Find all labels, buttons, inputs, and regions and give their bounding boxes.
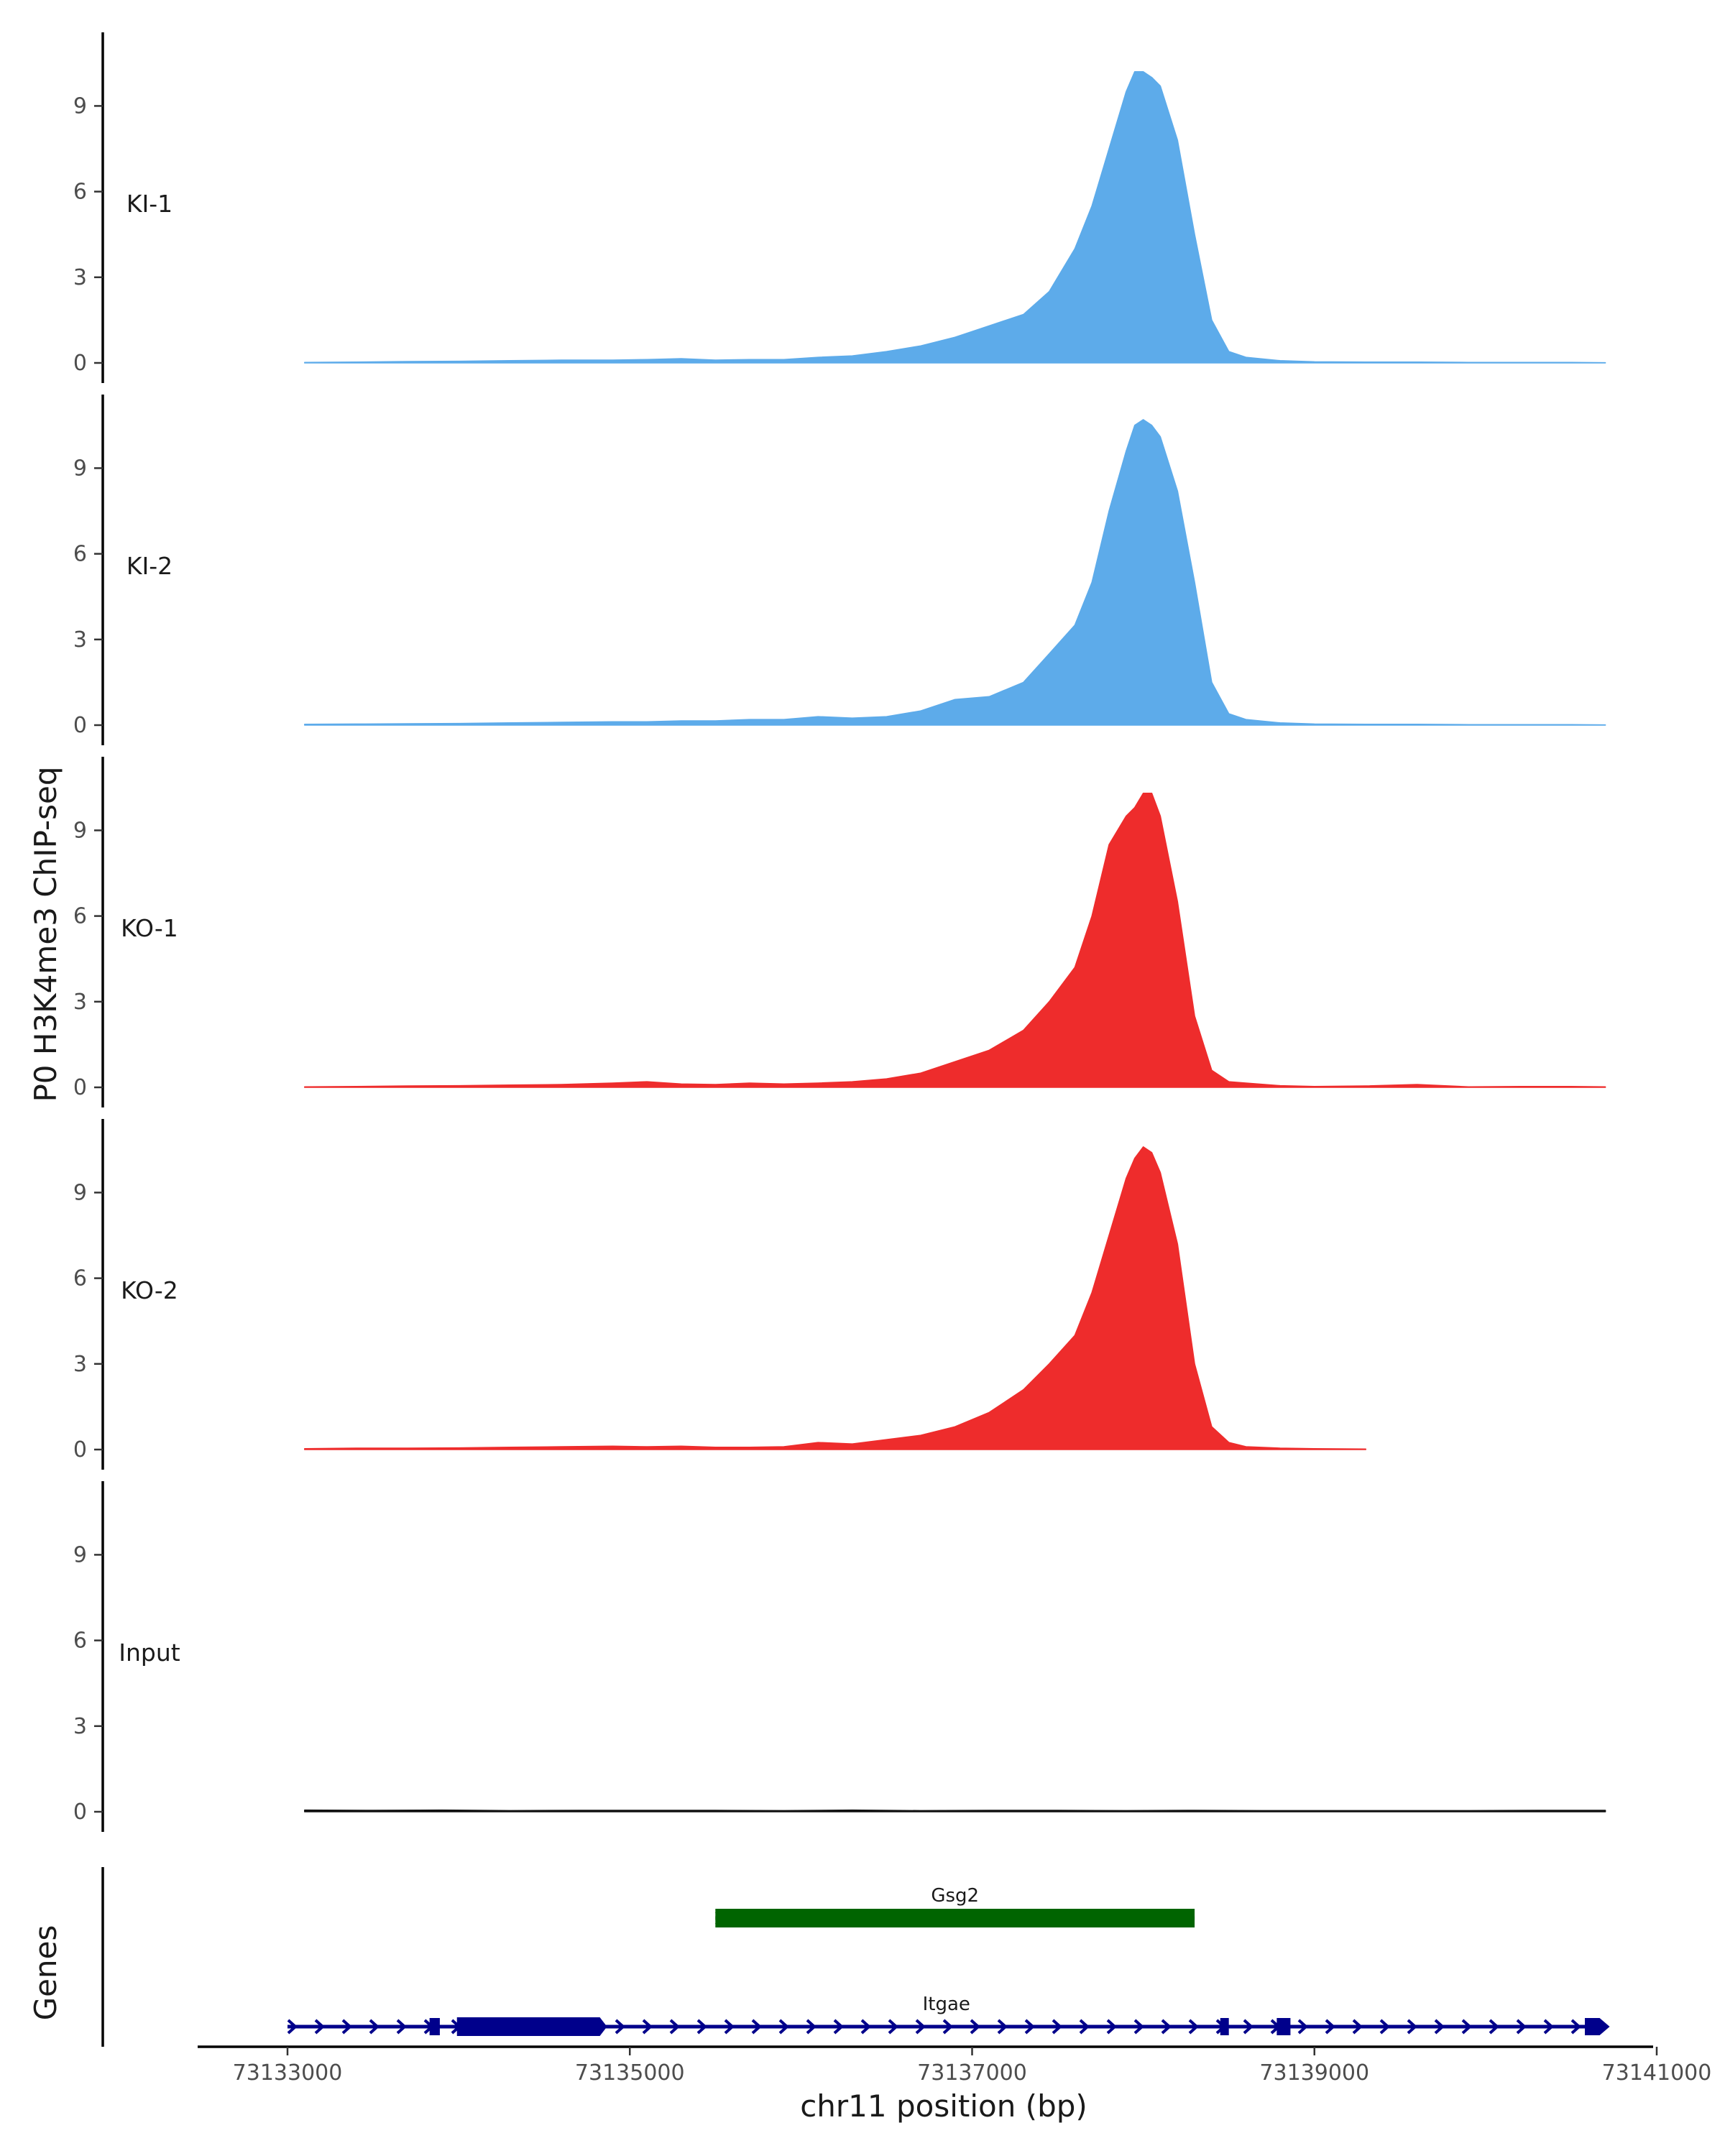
strand-arrow-icon — [1516, 2019, 1527, 2035]
strand-arrow-icon — [1188, 2019, 1199, 2035]
signal-area-ko-2 — [304, 1146, 1366, 1450]
exon-block — [1276, 2018, 1291, 2035]
x-tick-label: 73141000 — [1602, 2060, 1712, 2086]
strand-arrow-icon — [314, 2019, 325, 2035]
gene-name-label: Gsg2 — [931, 1885, 979, 1907]
signal-area-ki-1 — [304, 70, 1606, 364]
strand-arrow-icon — [1407, 2019, 1417, 2035]
signal-tracks: 0 3 6 9 KI-1 0 3 6 9 KI-2 0 3 6 9 KO-1 0 3 6 9 KO-2 0 3 6 9 Inpu… — [73, 32, 1606, 1832]
track-input: 0 3 6 9 Input — [73, 1481, 1606, 1832]
y-tick-label: 3 — [73, 627, 87, 653]
track-ki-1: 0 3 6 9 KI-1 — [73, 32, 1606, 383]
y-tick-label: 6 — [73, 542, 87, 567]
y-tick-label: 9 — [73, 1180, 87, 1205]
track-label: KO-2 — [121, 1276, 178, 1304]
strand-arrow-icon — [806, 2019, 816, 2035]
strand-arrow-icon — [1379, 2019, 1390, 2035]
strand-arrow-icon — [1325, 2019, 1335, 2035]
x-tick-label: 73137000 — [917, 2060, 1027, 2086]
strand-arrow-icon — [1570, 2019, 1581, 2035]
exon-block — [1220, 2018, 1229, 2035]
y-tick-label: 9 — [73, 93, 87, 119]
y-axis-title: P0 H3K4me3 ChIP-seq — [28, 766, 63, 1102]
x-axis: 73133000 73135000 73137000 73139000 73141000 — [198, 2045, 1712, 2086]
strand-arrow-icon — [1106, 2019, 1117, 2035]
y-tick-label: 9 — [73, 818, 87, 843]
gene-itgae: Itgae — [287, 1994, 1610, 2036]
strand-arrow-icon — [1461, 2019, 1472, 2035]
x-tick-label: 73133000 — [233, 2060, 343, 2086]
strand-arrow-icon — [1079, 2019, 1090, 2035]
strand-arrow-icon — [1297, 2019, 1308, 2035]
strand-arrow-icon — [833, 2019, 844, 2035]
strand-arrow-icon — [287, 2019, 298, 2035]
y-tick-label: 9 — [73, 1542, 87, 1567]
track-ko-1: 0 3 6 9 KO-1 — [73, 757, 1606, 1107]
strand-arrow-icon — [1161, 2019, 1172, 2035]
strand-arrow-icon — [724, 2019, 735, 2035]
y-tick-label: 0 — [73, 1800, 87, 1825]
x-tick-label: 73135000 — [575, 2060, 685, 2086]
y-tick-label: 0 — [73, 351, 87, 376]
signal-area-ko-1 — [304, 793, 1606, 1088]
strand-arrow-icon — [1024, 2019, 1035, 2035]
track-label: KO-1 — [121, 914, 178, 942]
x-axis-title: chr11 position (bp) — [800, 2088, 1087, 2124]
strand-arrow-icon — [942, 2019, 953, 2035]
strand-arrow-icon — [1052, 2019, 1062, 2035]
strand-arrow-icon — [696, 2019, 707, 2035]
gene-name-label: Itgae — [923, 1994, 970, 2015]
strand-arrow-icon — [915, 2019, 926, 2035]
strand-arrow-icon — [1133, 2019, 1144, 2035]
y-tick-label: 9 — [73, 456, 87, 481]
y-tick-label: 6 — [73, 1266, 87, 1291]
y-tick-label: 6 — [73, 1628, 87, 1654]
y-tick-label: 3 — [73, 1352, 87, 1377]
strand-arrow-icon — [1489, 2019, 1499, 2035]
y-tick-label: 0 — [73, 1437, 87, 1462]
strand-arrow-icon — [615, 2019, 625, 2035]
strand-arrow-icon — [778, 2019, 789, 2035]
strand-arrow-icon — [1243, 2019, 1254, 2035]
y-tick-label: 0 — [73, 1075, 87, 1100]
y-tick-label: 0 — [73, 713, 87, 738]
strand-arrow-icon — [669, 2019, 680, 2035]
track-label: Input — [119, 1639, 180, 1667]
y-tick-label: 6 — [73, 180, 87, 205]
y-tick-label: 3 — [73, 265, 87, 290]
strand-arrow-icon — [997, 2019, 1008, 2035]
track-ki-2: 0 3 6 9 KI-2 — [73, 395, 1606, 745]
strand-arrow-icon — [1352, 2019, 1363, 2035]
signal-area-input — [304, 1809, 1606, 1812]
genes-panel-title: Genes — [28, 1925, 63, 2021]
strand-arrow-icon — [1434, 2019, 1445, 2035]
signal-area-ki-2 — [304, 419, 1606, 726]
exon-block — [429, 2018, 440, 2035]
y-tick-label: 6 — [73, 904, 87, 929]
strand-arrow-icon — [1543, 2019, 1554, 2035]
gene-gsg2: Gsg2 — [714, 1885, 1195, 1927]
strand-arrow-icon — [888, 2019, 898, 2035]
strand-arrow-icon — [860, 2019, 871, 2035]
strand-arrow-icon — [642, 2019, 653, 2035]
strand-arrow-icon — [751, 2019, 762, 2035]
exon-block — [715, 1909, 1195, 1927]
x-tick-label: 73139000 — [1259, 2060, 1369, 2086]
track-ko-2: 0 3 6 9 KO-2 — [73, 1119, 1366, 1470]
gene-annotation-panel: Gsg2 Itgae — [101, 1867, 1610, 2047]
track-label: KI-2 — [126, 552, 172, 580]
strand-arrow-icon — [970, 2019, 980, 2035]
strand-arrow-icon — [396, 2019, 407, 2035]
track-label: KI-1 — [126, 190, 172, 218]
y-tick-label: 3 — [73, 990, 87, 1015]
y-tick-label: 3 — [73, 1714, 87, 1739]
exon-block — [456, 2017, 607, 2036]
strand-arrow-icon — [369, 2019, 380, 2035]
strand-arrow-icon — [341, 2019, 352, 2035]
exon-block — [1584, 2018, 1610, 2035]
